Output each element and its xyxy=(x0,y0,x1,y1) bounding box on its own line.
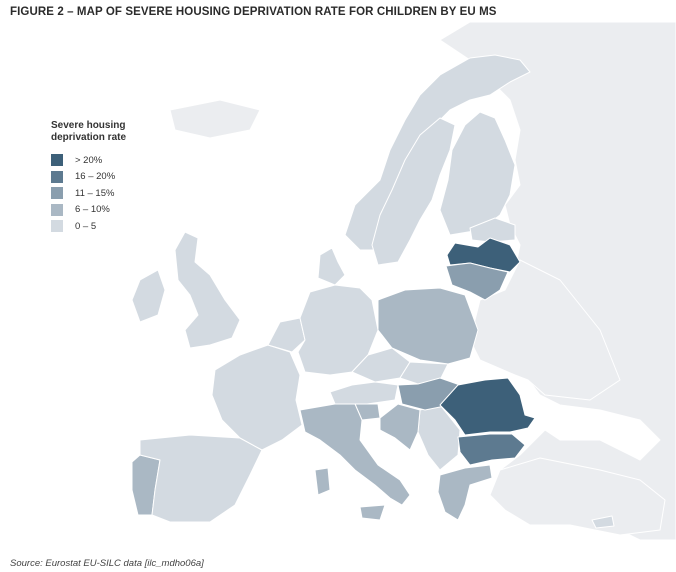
figure-title: FIGURE 2 – MAP OF SEVERE HOUSING DEPRIVA… xyxy=(10,6,497,18)
source-note: Source: Eurostat EU-SILC data [ilc_mdho0… xyxy=(10,558,204,569)
non-eu-turkey xyxy=(489,457,666,536)
country-uk xyxy=(174,231,241,349)
legend-label: 0 – 5 xyxy=(75,220,97,232)
country-spain xyxy=(139,434,263,523)
legend-label: 6 – 10% xyxy=(75,204,110,216)
country-estonia xyxy=(469,217,516,243)
country-benelux xyxy=(267,317,306,353)
country-france xyxy=(211,344,303,451)
country-cyprus xyxy=(591,515,615,529)
country-croatia xyxy=(379,403,421,451)
legend-item: 11 – 15% xyxy=(51,185,161,202)
country-ireland xyxy=(131,269,166,323)
country-italy xyxy=(299,403,411,506)
map-legend: Severe housing deprivation rate > 20% 16… xyxy=(51,120,161,235)
legend-item: 16 – 20% xyxy=(51,169,161,186)
legend-label: > 20% xyxy=(75,154,103,166)
legend-swatch xyxy=(51,203,63,216)
legend-swatch xyxy=(51,220,63,233)
country-italy-sicily xyxy=(359,504,386,521)
non-eu-iceland xyxy=(169,99,261,139)
legend-label: 11 – 15% xyxy=(75,187,115,199)
country-lithuania xyxy=(445,262,509,301)
country-greece xyxy=(437,464,493,521)
country-sweden xyxy=(371,117,456,266)
country-finland xyxy=(439,111,516,236)
country-bulgaria xyxy=(457,433,526,466)
legend-swatch xyxy=(51,154,63,167)
legend-item: 6 – 10% xyxy=(51,202,161,219)
non-eu-belarus-ukraine xyxy=(469,259,621,401)
non-eu-balkans xyxy=(417,404,461,471)
country-poland xyxy=(377,287,479,365)
legend-item: > 20% xyxy=(51,152,161,169)
country-austria xyxy=(329,381,399,406)
country-romania xyxy=(439,377,536,436)
map-svg xyxy=(131,22,676,541)
legend-label: 16 – 20% xyxy=(75,171,116,183)
country-italy-sardinia xyxy=(314,467,331,496)
country-denmark xyxy=(317,247,346,286)
legend-item: 0 – 5 xyxy=(51,218,161,235)
legend-swatch xyxy=(51,187,63,200)
legend-swatch xyxy=(51,170,63,183)
europe-map xyxy=(0,22,676,542)
legend-title: Severe housing deprivation rate xyxy=(51,120,127,143)
